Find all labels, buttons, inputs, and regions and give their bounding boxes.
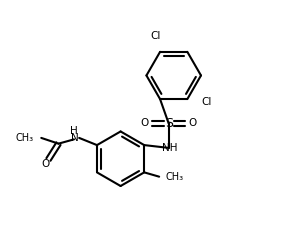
Text: H: H: [70, 127, 78, 137]
Text: Cl: Cl: [202, 97, 212, 107]
Text: CH₃: CH₃: [166, 172, 184, 182]
Text: CH₃: CH₃: [15, 133, 34, 143]
Text: O: O: [41, 159, 50, 169]
Text: Cl: Cl: [151, 31, 161, 41]
Text: O: O: [140, 118, 149, 129]
Text: S: S: [165, 117, 173, 130]
Text: N: N: [71, 134, 79, 143]
Text: O: O: [189, 118, 197, 129]
Text: NH: NH: [162, 143, 178, 153]
